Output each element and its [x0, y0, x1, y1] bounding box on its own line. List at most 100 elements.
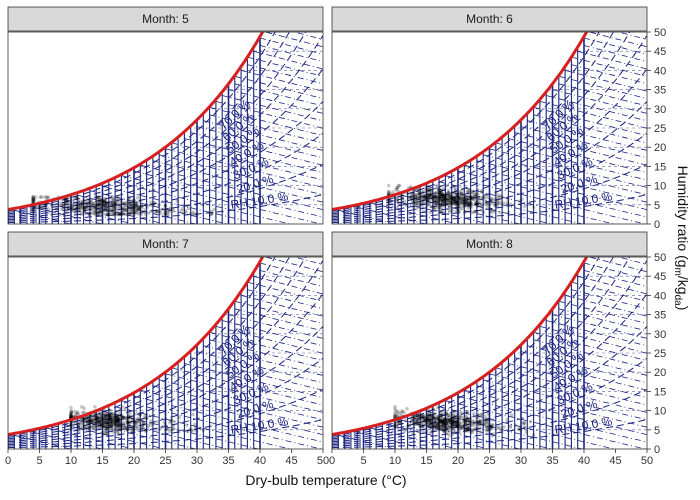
data-point: [485, 417, 490, 422]
data-point: [474, 202, 479, 206]
data-point: [92, 421, 96, 425]
data-point: [449, 421, 454, 426]
y-tick-label: 40: [654, 65, 666, 77]
data-point: [106, 414, 111, 419]
data-point: [454, 201, 458, 206]
data-point: [416, 204, 421, 209]
data-point: [139, 212, 143, 217]
data-point: [108, 408, 112, 413]
y-tick-label: 35: [654, 310, 666, 322]
data-point: [111, 203, 115, 208]
data-point: [104, 431, 109, 436]
data-point: [113, 418, 117, 423]
data-point: [489, 208, 494, 212]
data-point: [446, 196, 451, 201]
data-point: [493, 197, 498, 201]
data-point: [168, 429, 172, 434]
data-point: [411, 191, 415, 195]
data-point: [105, 427, 109, 432]
data-point: [450, 197, 454, 201]
enthalpy-line: [616, 32, 647, 40]
data-point: [429, 420, 433, 425]
data-point: [453, 187, 458, 192]
data-point: [116, 430, 120, 435]
enthalpy-line: [476, 160, 647, 203]
data-point: [448, 195, 453, 199]
data-point: [74, 211, 78, 216]
data-point: [461, 426, 466, 431]
data-point: [191, 210, 196, 214]
data-point: [449, 421, 453, 425]
data-point: [443, 196, 448, 200]
enthalpy-line: [140, 389, 323, 436]
data-point: [450, 416, 455, 421]
data-point: [38, 195, 43, 199]
data-point: [419, 202, 424, 206]
data-point: [443, 417, 447, 422]
data-point: [81, 417, 85, 422]
data-point: [482, 417, 487, 422]
data-point: [83, 205, 87, 210]
data-point: [46, 195, 51, 199]
data-point: [155, 210, 160, 214]
data-point: [386, 199, 391, 203]
facet-strip-label: Month: 5: [142, 12, 189, 26]
data-point: [441, 421, 446, 425]
data-point: [76, 203, 80, 207]
data-point: [81, 421, 85, 426]
data-point: [65, 210, 69, 215]
data-point: [81, 418, 86, 423]
data-point: [114, 212, 119, 217]
data-point: [94, 427, 99, 431]
data-point: [447, 419, 452, 424]
data-point: [447, 433, 452, 438]
data-point: [122, 426, 127, 430]
data-point: [446, 191, 450, 196]
data-point: [468, 423, 472, 427]
data-point: [76, 204, 81, 209]
enthalpy-line: [247, 56, 323, 77]
data-point: [427, 199, 432, 204]
data-point: [439, 419, 443, 423]
data-point: [405, 424, 410, 429]
data-point: [87, 420, 92, 424]
data-point: [449, 201, 454, 205]
data-point: [472, 420, 477, 424]
data-point: [438, 419, 442, 423]
data-point: [95, 212, 100, 217]
rh-curve: [332, 257, 600, 437]
data-point: [115, 198, 119, 203]
data-point: [415, 413, 420, 418]
data-point: [438, 413, 443, 418]
data-point: [393, 425, 397, 429]
enthalpy-line: [457, 170, 647, 218]
data-point: [132, 210, 136, 214]
data-point: [460, 424, 465, 429]
data-point: [473, 201, 478, 206]
data-point: [455, 420, 459, 424]
data-point: [116, 420, 120, 425]
data-point: [190, 428, 195, 433]
data-point: [97, 422, 101, 426]
data-point: [421, 414, 426, 419]
data-point: [86, 421, 91, 426]
data-point: [74, 195, 78, 199]
data-point: [117, 423, 121, 427]
data-point: [457, 210, 462, 214]
data-point: [436, 191, 441, 196]
data-point: [435, 198, 440, 202]
data-point: [451, 429, 456, 433]
data-point: [464, 413, 468, 418]
data-point: [171, 426, 175, 431]
data-point: [455, 193, 460, 198]
data-point: [58, 201, 62, 205]
data-point: [464, 419, 469, 423]
data-point: [113, 413, 117, 418]
data-point: [458, 191, 463, 196]
data-point: [445, 412, 449, 417]
data-point: [112, 415, 117, 419]
data-point: [117, 422, 121, 426]
data-point: [105, 432, 110, 437]
data-point: [185, 429, 190, 434]
rh-curve: [8, 293, 323, 443]
